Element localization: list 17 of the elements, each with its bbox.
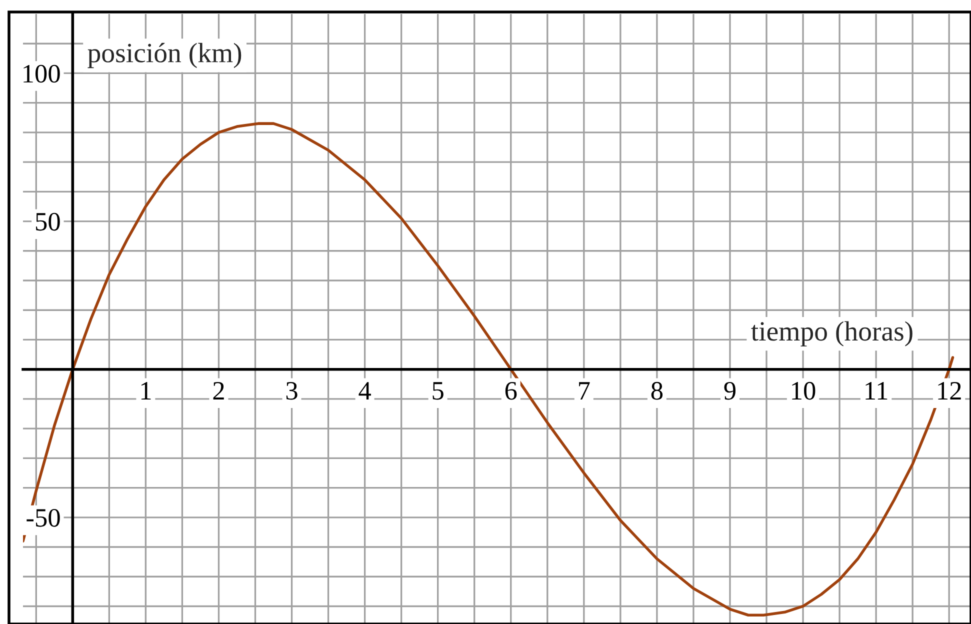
y-tick-label: -50 — [26, 509, 60, 527]
x-tick-label: 1 — [141, 382, 151, 400]
x-tick-label: 6 — [505, 382, 517, 400]
x-axis-title: tiempo (horas) — [751, 321, 912, 346]
x-tick-label: 12 — [938, 382, 961, 400]
x-tick-label: 3 — [286, 382, 298, 400]
x-tick-label: 9 — [724, 382, 736, 400]
x-tick-label: 4 — [358, 382, 371, 400]
y-axis-title: posición (km) — [88, 42, 242, 68]
x-tick-label: 5 — [432, 382, 444, 400]
y-tick-label: 50 — [36, 212, 60, 231]
x-tick-label: 8 — [651, 382, 663, 400]
x-tick-label: 2 — [213, 382, 224, 400]
y-tick-label: 100 — [24, 64, 60, 83]
x-tick-label: 10 — [792, 382, 816, 400]
x-tick-label: 7 — [579, 382, 590, 400]
x-tick-label: 11 — [866, 382, 888, 400]
